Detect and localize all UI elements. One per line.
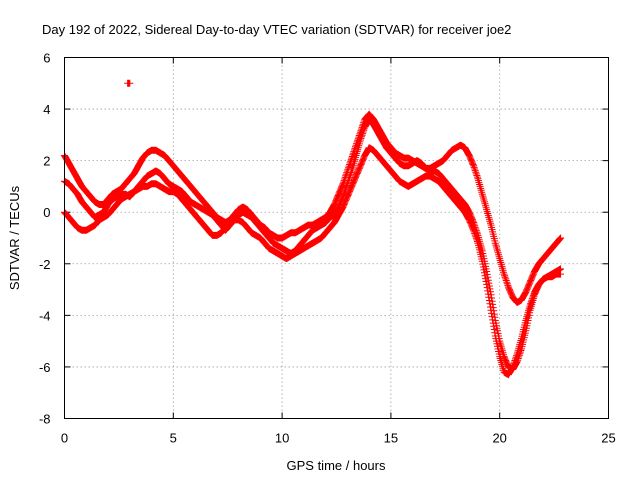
y-tick-label: -6 — [39, 360, 51, 375]
x-tick-label: 15 — [384, 431, 398, 446]
series-outlier — [124, 79, 134, 87]
axis-ticks — [64, 57, 609, 419]
y-tick-label: 2 — [43, 154, 50, 169]
grid-lines — [64, 57, 609, 419]
x-tick-label: 20 — [492, 431, 506, 446]
chart-title: Day 192 of 2022, Sidereal Day-to-day VTE… — [42, 22, 511, 37]
y-tick-label: 6 — [43, 51, 50, 66]
series-track-c — [61, 144, 565, 379]
x-tick-label: 5 — [170, 431, 177, 446]
series-markers — [61, 144, 565, 379]
y-tick-labels: -8 -6 -4 -2 0 2 4 6 — [39, 51, 51, 427]
y-tick-label: -2 — [39, 257, 51, 272]
x-tick-labels: 0 5 10 15 20 25 — [61, 431, 616, 446]
y-axis-label: SDTVAR / TECUs — [7, 185, 22, 290]
y-tick-label: -4 — [39, 308, 51, 323]
x-axis-label: GPS time / hours — [287, 458, 386, 473]
x-tick-label: 0 — [61, 431, 68, 446]
data-series — [61, 79, 565, 379]
y-tick-label: 0 — [43, 205, 50, 220]
y-tick-label: -8 — [39, 412, 51, 427]
x-tick-label: 25 — [601, 431, 615, 446]
y-tick-label: 4 — [43, 102, 50, 117]
x-tick-label: 10 — [275, 431, 289, 446]
plot-frame — [64, 57, 609, 419]
series-markers — [124, 79, 134, 87]
